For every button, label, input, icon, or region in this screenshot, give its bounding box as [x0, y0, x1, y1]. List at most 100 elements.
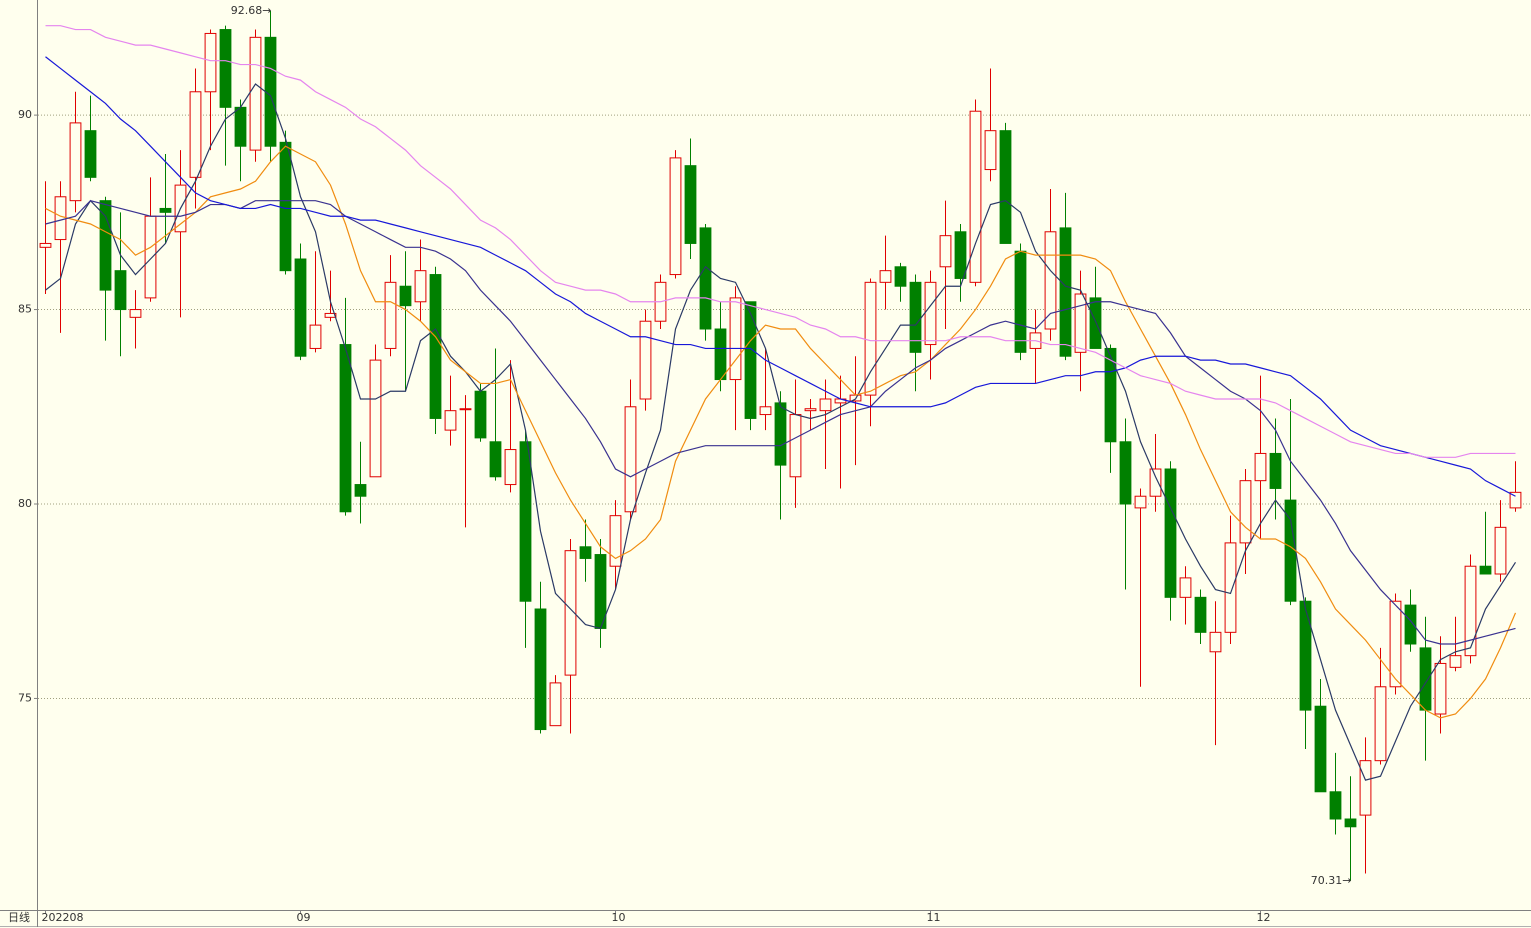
- y-tick-label: 90: [18, 108, 32, 121]
- candle-body: [564, 550, 577, 676]
- moving-average-line: [45, 25, 1516, 458]
- candle-body: [1464, 565, 1477, 657]
- candle-body: [1359, 760, 1372, 816]
- candle-body: [714, 328, 727, 381]
- candle-body: [1479, 565, 1492, 575]
- candle-body: [1344, 818, 1357, 828]
- candle-body: [249, 36, 262, 151]
- candle-body: [354, 484, 367, 497]
- candle-body: [294, 258, 307, 357]
- candle-body: [399, 285, 412, 307]
- candle-body: [519, 441, 532, 602]
- candle-body: [909, 281, 922, 353]
- candle-body: [234, 106, 247, 147]
- candle-body: [774, 402, 787, 466]
- candle-body: [219, 29, 232, 108]
- x-tick-label: 10: [612, 911, 626, 924]
- candle-body: [939, 235, 952, 268]
- candle-body: [699, 227, 712, 330]
- candle-body: [1419, 647, 1432, 711]
- candle-body: [1434, 662, 1447, 715]
- candle-body: [1089, 297, 1102, 349]
- candle-body: [414, 270, 427, 303]
- candle-body: [984, 130, 997, 171]
- moving-average-line: [45, 83, 1517, 781]
- x-tick-label: 11: [927, 911, 941, 924]
- candle-body: [744, 301, 757, 419]
- candle-body: [444, 410, 457, 431]
- candle-body: [1224, 542, 1237, 633]
- x-tick-label: 202208: [42, 911, 84, 924]
- candle-body: [1449, 655, 1462, 668]
- candle-body: [1374, 686, 1387, 762]
- candle-body: [1314, 705, 1327, 793]
- period-label: 日线: [8, 910, 30, 924]
- candle-body: [54, 196, 67, 241]
- candle-body: [489, 441, 502, 478]
- candle-body: [1194, 596, 1207, 633]
- candle-body: [159, 207, 172, 213]
- candle-body: [129, 309, 142, 318]
- candle-body: [39, 242, 52, 248]
- candle-body: [144, 215, 157, 299]
- candle-body: [1329, 791, 1342, 820]
- candle-body: [999, 130, 1012, 244]
- candle-body: [894, 266, 907, 287]
- candle-body: [969, 110, 982, 283]
- candle-body: [954, 231, 967, 279]
- candle-body: [669, 157, 682, 276]
- candle-body: [759, 406, 772, 416]
- candle-body: [1389, 600, 1402, 688]
- candle-body: [1134, 495, 1147, 509]
- candle-body: [384, 281, 397, 349]
- candle-body: [1254, 452, 1267, 482]
- moving-average-line: [45, 145, 1517, 719]
- moving-average-line: [45, 199, 1516, 645]
- y-tick-label: 75: [18, 691, 32, 704]
- candle-body: [1269, 452, 1282, 489]
- candle-body: [1494, 526, 1507, 575]
- candle-body: [114, 270, 127, 311]
- candle-body: [189, 91, 202, 178]
- candle-body: [1059, 227, 1072, 357]
- x-tick-label: 12: [1257, 911, 1271, 924]
- candle-body: [1299, 600, 1312, 711]
- candle-body: [1209, 631, 1222, 653]
- candle-body: [459, 408, 472, 411]
- candle-body: [684, 165, 697, 244]
- candle-body: [549, 682, 562, 727]
- candle-body: [429, 274, 442, 419]
- candle-body: [804, 408, 817, 412]
- candle-body: [819, 398, 832, 412]
- candle-body: [624, 406, 637, 513]
- candle-body: [84, 130, 97, 178]
- candle-body: [1014, 250, 1027, 353]
- candle-body: [534, 608, 547, 731]
- candle-body: [1404, 604, 1417, 645]
- candle-body: [504, 449, 517, 486]
- candle-body: [279, 141, 292, 272]
- y-tick-label: 85: [18, 303, 32, 316]
- candle-body: [924, 281, 937, 346]
- candle-body: [1179, 577, 1192, 598]
- candle-body: [369, 359, 382, 478]
- candle-body: [204, 32, 217, 93]
- candle-body: [639, 320, 652, 400]
- candle-body: [1149, 468, 1162, 497]
- x-tick-label: 09: [297, 911, 311, 924]
- extreme-label: 92.68→: [231, 4, 272, 17]
- candle-body: [879, 270, 892, 283]
- candle-body: [309, 324, 322, 349]
- candle-body: [474, 390, 487, 439]
- candle-body: [579, 546, 592, 559]
- candle-body: [324, 312, 337, 318]
- y-tick-label: 80: [18, 497, 32, 510]
- candle-body: [1074, 293, 1087, 353]
- candle-body: [1509, 491, 1522, 509]
- moving-average-line: [45, 56, 1516, 497]
- candle-body: [1119, 441, 1132, 505]
- candle-body: [99, 200, 112, 291]
